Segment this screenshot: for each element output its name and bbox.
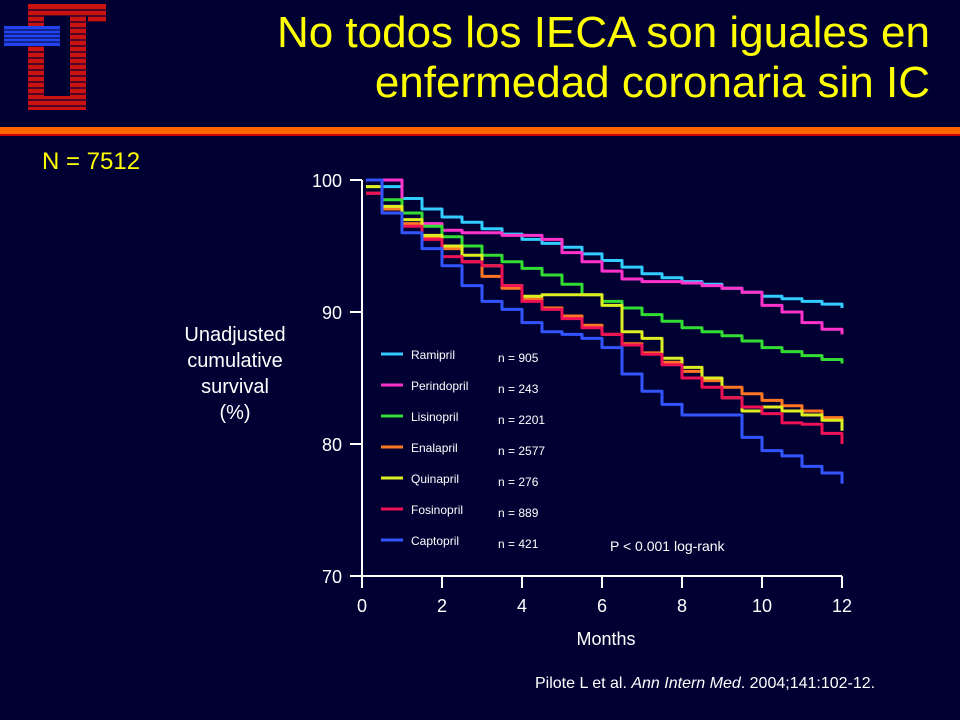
citation: Pilote L et al. Ann Intern Med. 2004;141… bbox=[535, 675, 875, 693]
legend-label: Fosinopril bbox=[411, 503, 463, 517]
legend-label: Quinapril bbox=[411, 472, 459, 486]
legend-label: Ramipril bbox=[411, 348, 455, 362]
legend-n-label: n = 421 bbox=[498, 537, 539, 551]
title-line-2: enfermedad coronaria sin IC bbox=[374, 58, 930, 107]
hospital-logo-icon bbox=[4, 4, 108, 110]
legend-label: Lisinopril bbox=[411, 410, 458, 424]
x-tick-label: 6 bbox=[597, 596, 607, 616]
slide-title: No todos los IECA son iguales en enferme… bbox=[200, 8, 930, 108]
series-line-ramipril bbox=[366, 178, 844, 308]
x-tick-label: 2 bbox=[437, 596, 447, 616]
chart-series bbox=[366, 178, 844, 484]
legend-n-label: n = 276 bbox=[498, 475, 539, 489]
y-tick-label: 70 bbox=[322, 567, 342, 587]
legend-n-label: n = 243 bbox=[498, 382, 539, 396]
y-axis-label-line: Unadjusted bbox=[184, 324, 286, 346]
divider-red bbox=[0, 134, 960, 136]
x-axis-label: Months bbox=[576, 629, 635, 649]
legend-n-label: n = 2577 bbox=[498, 444, 545, 458]
y-tick-label: 90 bbox=[322, 303, 342, 323]
series-line-lisinopril bbox=[366, 185, 844, 364]
y-axis-label-line: survival bbox=[201, 376, 269, 398]
sample-size-label: N = 7512 bbox=[42, 148, 141, 175]
legend-n-label: n = 2201 bbox=[498, 413, 545, 427]
divider-orange bbox=[0, 127, 960, 134]
series-line-captopril bbox=[366, 178, 844, 484]
x-tick-label: 8 bbox=[677, 596, 687, 616]
y-axis-label: Unadjusted cumulative survival (%) bbox=[150, 322, 320, 426]
y-tick-label: 80 bbox=[322, 435, 342, 455]
legend-n-label: n = 889 bbox=[498, 506, 539, 520]
legend-label: Enalapril bbox=[411, 441, 458, 455]
citation-rest: . 2004;141:102-12. bbox=[740, 675, 876, 692]
x-tick-label: 12 bbox=[832, 596, 852, 616]
y-tick-label: 100 bbox=[312, 171, 342, 191]
y-axis-label-line: cumulative bbox=[187, 350, 283, 372]
chart-axes: 70 80 90 100 0 2 4 6 8 10 12 bbox=[312, 171, 852, 616]
citation-author: Pilote L et al. bbox=[535, 675, 632, 692]
pvalue-annotation: P < 0.001 log-rank bbox=[610, 538, 726, 554]
legend-n-label: n = 905 bbox=[498, 351, 539, 365]
chart-legend: Ramipril n = 905 Perindopril n = 243 Lisinop… bbox=[381, 348, 545, 551]
series-line-perindopril bbox=[366, 178, 844, 335]
citation-journal: Ann Intern Med bbox=[631, 675, 741, 692]
x-tick-label: 4 bbox=[517, 596, 527, 616]
legend-label: Captopril bbox=[411, 534, 459, 548]
title-divider bbox=[0, 127, 960, 141]
x-tick-label: 10 bbox=[752, 596, 772, 616]
y-axis-label-line: (%) bbox=[219, 402, 251, 424]
legend-label: Perindopril bbox=[411, 379, 468, 393]
title-line-1: No todos los IECA son iguales en bbox=[276, 8, 930, 57]
x-tick-label: 0 bbox=[357, 596, 367, 616]
